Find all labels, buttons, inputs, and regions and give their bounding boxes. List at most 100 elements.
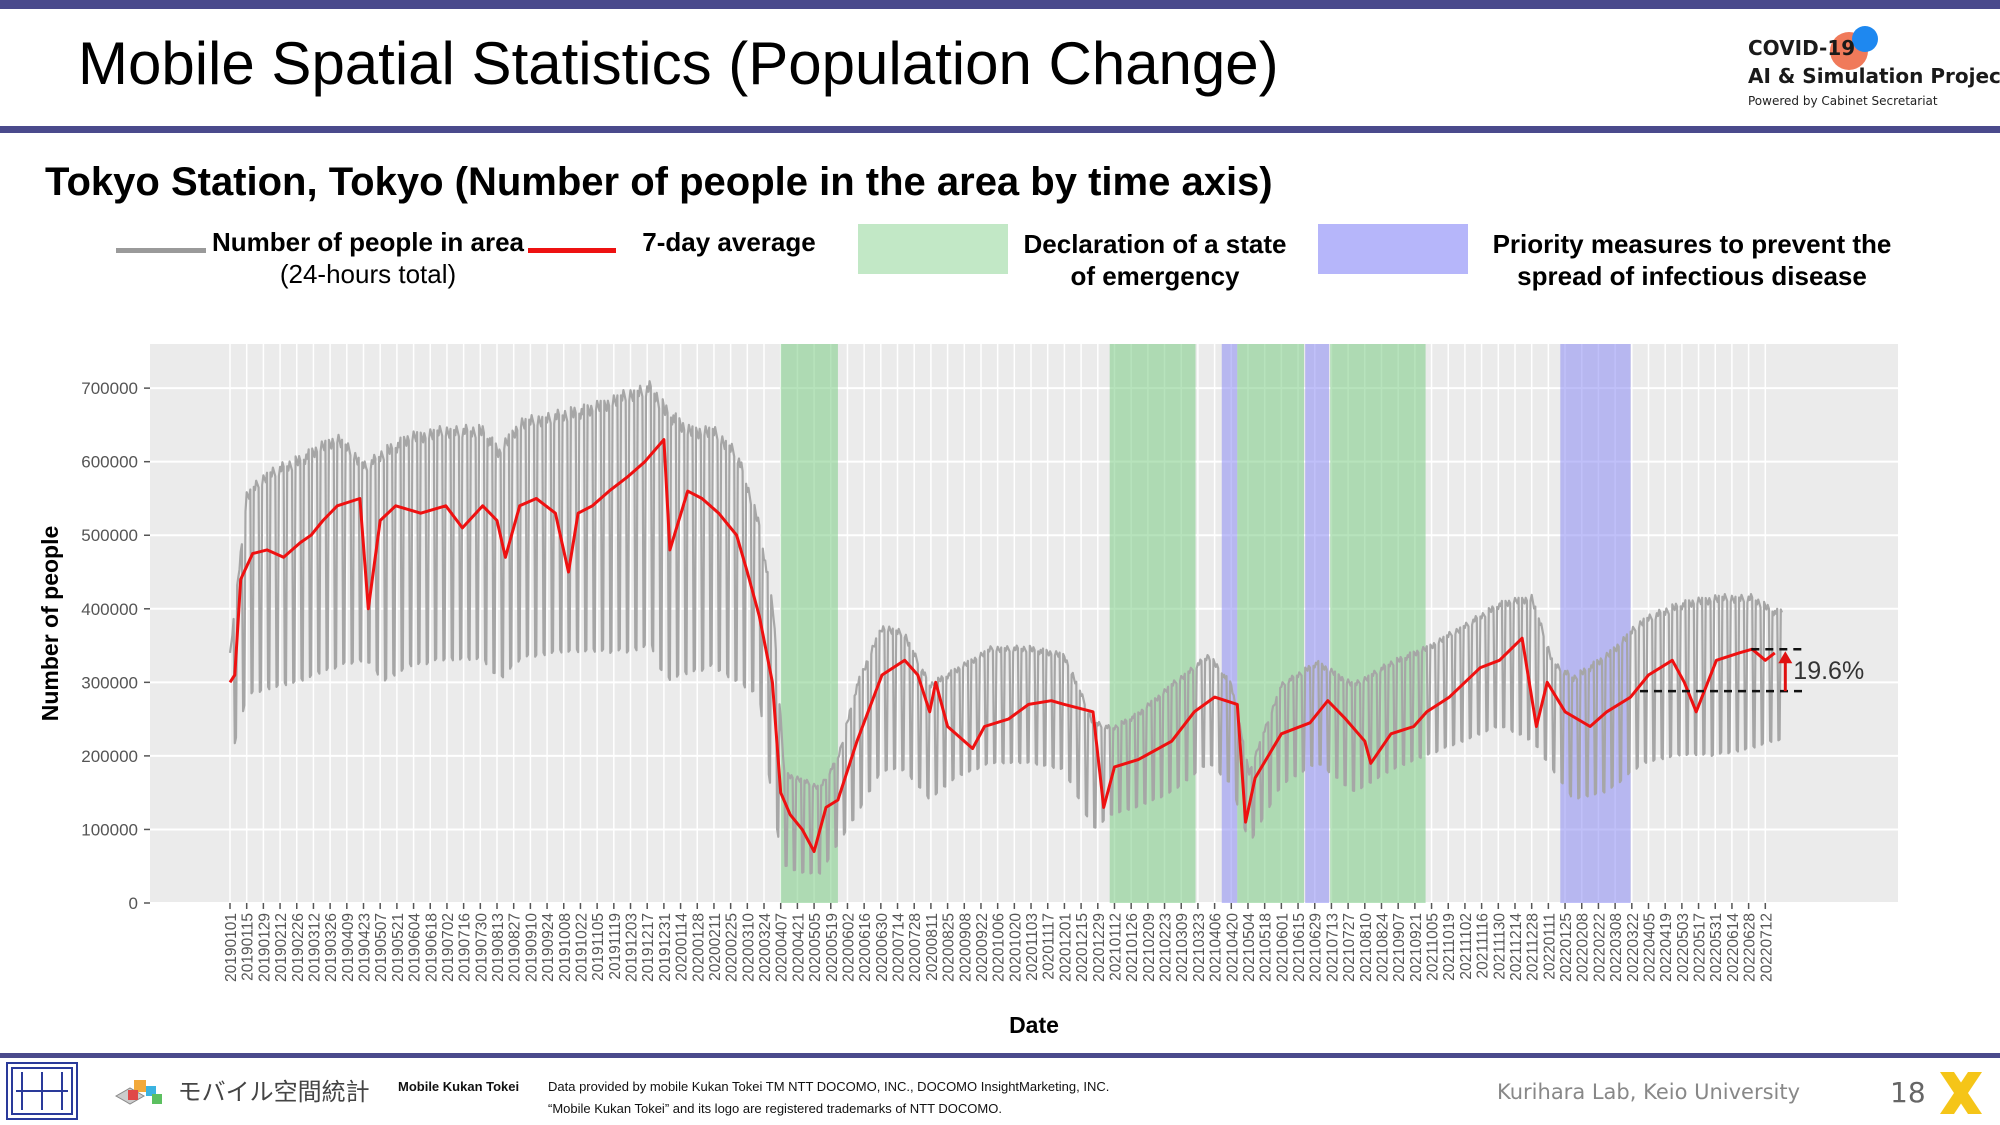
x-tick-label: 20220628 <box>1742 913 1759 982</box>
x-tick-label: 20210810 <box>1358 913 1375 982</box>
x-tick-label: 20210615 <box>1291 913 1308 982</box>
cube-logo-icon <box>114 1080 162 1105</box>
footer-rule <box>0 1053 2000 1058</box>
x-tick-label: 20210309 <box>1174 913 1191 982</box>
x-tick-label: 20200407 <box>774 913 791 982</box>
x-tick-label: 20191022 <box>573 913 590 982</box>
y-tick-label: 500000 <box>81 526 138 545</box>
x-tick-label: 20190910 <box>523 913 540 982</box>
legend-item-avg: 7-day average <box>620 226 838 258</box>
x-tick-label: 20200128 <box>690 913 707 982</box>
y-tick-label: 700000 <box>81 379 138 398</box>
legend-label-emergency-2: of emergency <box>1070 261 1240 291</box>
legend-label-avg: 7-day average <box>642 227 816 257</box>
x-tick-label: 20190521 <box>390 913 407 982</box>
legend-swatch-priority <box>1318 224 1468 274</box>
x-tick-label: 20190326 <box>323 913 340 982</box>
y-tick-label: 200000 <box>81 747 138 766</box>
title-rule <box>0 126 2000 133</box>
x-tick-label: 20190129 <box>256 913 273 982</box>
x-tick-label: 20220517 <box>1692 913 1709 982</box>
x-tick-label: 20200616 <box>857 913 874 982</box>
x-tick-label: 20200908 <box>957 913 974 982</box>
x-tick-label: 20210629 <box>1308 913 1325 982</box>
legend-label-daily: Number of people in area <box>211 227 525 257</box>
legend-sublabel-daily: (24-hours total) <box>279 259 457 289</box>
x-tick-label: 20191217 <box>640 913 657 982</box>
x-tick-label: 20190716 <box>457 913 474 982</box>
x-tick-label: 20191231 <box>657 913 674 982</box>
x-tick-label: 20190409 <box>340 913 357 982</box>
legend-label-emergency-1: Declaration of a state <box>1023 229 1287 259</box>
x-tick-label: 20210209 <box>1141 913 1158 982</box>
x-tick-label: 20190813 <box>490 913 507 982</box>
x-tick-label: 20190702 <box>440 913 457 982</box>
x-tick-label: 20200225 <box>724 913 741 982</box>
covid-ai-project-logo: COVID-19 AI & Simulation Project Powered… <box>1740 24 2000 114</box>
y-tick-label: 600000 <box>81 453 138 472</box>
project-logo-line3: Powered by Cabinet Secretariat <box>1748 94 1938 108</box>
x-tick-label: 20220308 <box>1608 913 1625 982</box>
x-tick-label: 20200630 <box>874 913 891 982</box>
priority-measures-period <box>1560 344 1631 903</box>
x-axis-label: Date <box>1009 1012 1059 1038</box>
chart-subtitle: Tokyo Station, Tokyo (Number of people i… <box>45 160 1273 204</box>
x-tick-label: 20201229 <box>1091 913 1108 982</box>
x-tick-label: 20190827 <box>507 913 524 982</box>
x-tick-label: 20190604 <box>407 913 424 982</box>
x-tick-label: 20211228 <box>1525 913 1542 981</box>
mobile-kukan-tokei-logo: モバイル空間統計 <box>112 1072 370 1110</box>
legend-swatch-emergency <box>858 224 1008 274</box>
x-tick-label: 20201215 <box>1074 913 1091 982</box>
x-tick-label: 20210420 <box>1224 913 1241 982</box>
x-tick-label: 20190618 <box>423 913 440 982</box>
x-tick-label: 20220712 <box>1758 913 1775 982</box>
x-tick-label: 20201006 <box>991 913 1008 982</box>
x-tick-label: 20210727 <box>1341 913 1358 982</box>
x-tick-label: 20200421 <box>790 913 807 982</box>
legend-item-priority: Priority measures to prevent the spread … <box>1472 228 1912 292</box>
x-tick-label: 20210323 <box>1191 913 1208 982</box>
y-axis-label: Number of people <box>37 526 63 722</box>
x-tick-label: 20210504 <box>1241 913 1258 982</box>
kukan-logo-text: モバイル空間統計 <box>177 1078 370 1106</box>
x-tick-label: 20220419 <box>1658 913 1675 982</box>
page-number: 18 <box>1890 1076 1926 1109</box>
logo-blue-dot <box>1852 26 1878 52</box>
x-tick-label: 20200211 <box>707 913 724 981</box>
x-tick-label: 20200114 <box>674 913 691 981</box>
x-tick-label: 20200825 <box>941 913 958 982</box>
x-tick-label: 20200602 <box>840 913 857 982</box>
emergency-period <box>1330 344 1426 903</box>
x-tick-label: 20210713 <box>1324 913 1341 982</box>
source-title: Mobile Kukan Tokei <box>398 1079 520 1094</box>
x-tick-label: 20210406 <box>1208 913 1225 982</box>
x-tick-label: 20210126 <box>1124 913 1141 982</box>
x-tick-label: 20190115 <box>240 913 257 981</box>
legend-item-daily: Number of people in area (24-hours total… <box>208 226 528 290</box>
x-tick-label: 20210921 <box>1408 913 1425 982</box>
x-tick-label: 20210601 <box>1274 913 1291 982</box>
source-line-2: “Mobile Kukan Tokei” and its logo are re… <box>548 1101 1002 1116</box>
x-tick-label: 20190423 <box>357 913 374 982</box>
x-tick-label: 20220503 <box>1675 913 1692 982</box>
x-tick-label: 20191008 <box>557 913 574 982</box>
x-tick-label: 20190312 <box>306 913 323 982</box>
x-tick-label: 20211130 <box>1491 913 1508 980</box>
annotation-arrow-head <box>1778 651 1793 664</box>
population-chart: 0 100000 200000 300000 400000 500000 600000 700… <box>37 344 1898 1038</box>
x-tick-label: 20190507 <box>373 913 390 982</box>
x-tick-label: 20211116 <box>1475 913 1492 979</box>
y-tick-label: 300000 <box>81 673 138 692</box>
x-tick-label: 20220322 <box>1625 913 1642 982</box>
priority-measures-period <box>1305 344 1330 903</box>
lab-credit: Kurihara Lab, Keio University <box>1497 1080 1801 1104</box>
source-line-1: Data provided by mobile Kukan Tokei TM N… <box>548 1079 1110 1094</box>
x-tick-label: 20211019 <box>1441 913 1458 981</box>
x-tick-label: 20220405 <box>1641 913 1658 982</box>
x-tick-label: 20211214 <box>1508 913 1525 981</box>
y-tick-label: 0 <box>129 894 138 913</box>
lab-ai-logo <box>6 1062 78 1120</box>
x-tick-label: 20201103 <box>1024 913 1041 981</box>
y-tick-label: 400000 <box>81 600 138 619</box>
